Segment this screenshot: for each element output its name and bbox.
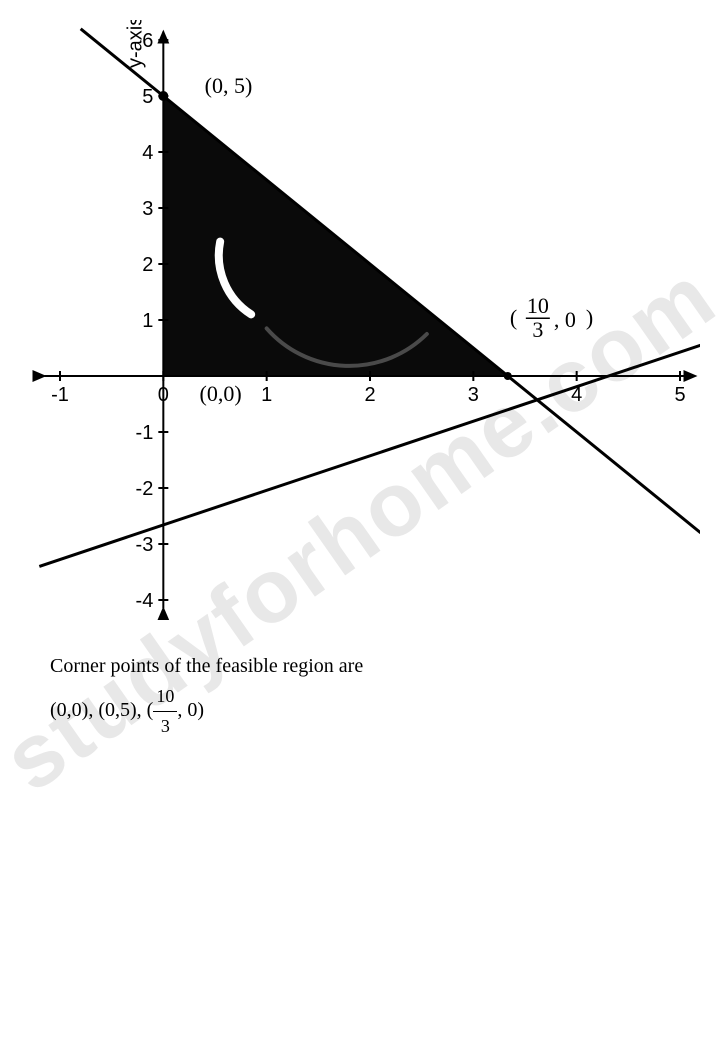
- point-label: (0,0): [200, 381, 242, 406]
- caption-fraction: 103: [153, 682, 177, 741]
- x-tick-label: 3: [468, 384, 479, 406]
- y-axis-label: y-axis: [124, 20, 146, 68]
- caption-block: Corner points of the feasible region are…: [50, 650, 363, 741]
- x-tick-label: 0: [158, 384, 169, 406]
- y-tick-label: -4: [136, 590, 154, 612]
- y-tick-label: 2: [142, 254, 153, 276]
- point-label-paren: (: [510, 305, 517, 330]
- y-tick-label: -1: [136, 422, 154, 444]
- y-tick-label: -3: [136, 534, 154, 556]
- point-label: (0, 5): [205, 73, 253, 98]
- point-label-suffix: , 0: [554, 307, 576, 332]
- y-tick-label: 3: [142, 198, 153, 220]
- point-label-paren: ): [586, 305, 593, 330]
- x-tick-label: 1: [261, 384, 272, 406]
- caption-suffix: , 0): [177, 699, 204, 721]
- y-tick-label: 5: [142, 86, 153, 108]
- point-label-frac-num: 10: [527, 293, 549, 318]
- y-tick-label: 1: [142, 310, 153, 332]
- y-tick-label: -2: [136, 478, 154, 500]
- x-tick-label: 5: [674, 384, 685, 406]
- y-tick-label: 4: [142, 142, 153, 164]
- x-tick-label: 2: [364, 384, 375, 406]
- chart-svg: -1012345-4-3-2-1123456y-axis(0, 5)(0,0)(…: [20, 20, 700, 620]
- vertex-10-3-0: [504, 372, 512, 380]
- caption-frac-den: 3: [153, 712, 177, 741]
- vertex-0-5: [158, 91, 168, 101]
- x-tick-label: -1: [51, 384, 69, 406]
- caption-frac-num: 10: [153, 682, 177, 712]
- caption-line2: (0,0), (0,5), (103, 0): [50, 682, 363, 741]
- graph-container: -1012345-4-3-2-1123456y-axis(0, 5)(0,0)(…: [20, 20, 700, 620]
- caption-line1: Corner points of the feasible region are: [50, 650, 363, 682]
- caption-prefix: (0,0), (0,5), (: [50, 699, 153, 721]
- point-label-frac-den: 3: [532, 317, 543, 342]
